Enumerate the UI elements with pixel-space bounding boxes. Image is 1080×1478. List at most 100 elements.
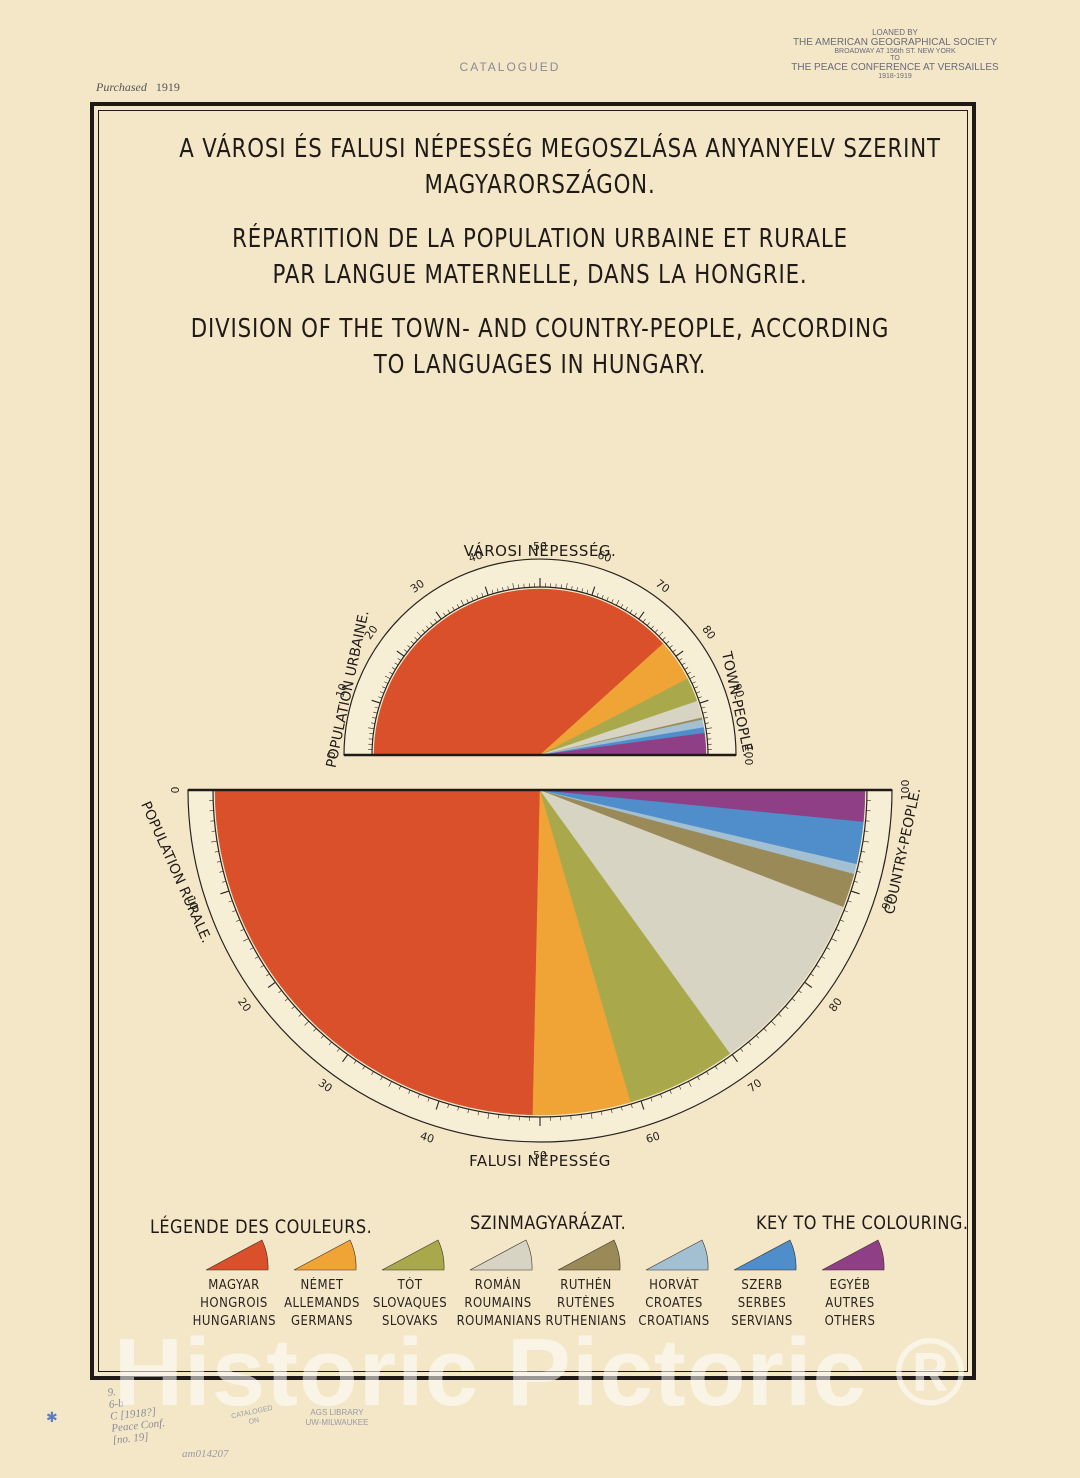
scale-tick [447, 1103, 450, 1108]
scale-tick [862, 840, 869, 843]
legend-swatch [381, 1239, 445, 1271]
scale-tick [861, 850, 866, 853]
scale-tick [650, 625, 654, 630]
scale-tick-label: 20 [235, 995, 254, 1014]
legend-label-hu: EGYÉB [829, 1278, 871, 1293]
scale-tick [696, 691, 701, 694]
scale-tick [416, 631, 422, 637]
scale-tick [704, 722, 710, 724]
title-french-line-1: RÉPARTITION DE LA POPULATION URBAINE ET … [232, 224, 848, 254]
scale-tick [498, 1114, 500, 1119]
scale-tick [590, 1112, 593, 1119]
scale-tick [371, 1071, 374, 1076]
outer-frame [90, 102, 976, 1380]
scale-tick-label: 90 [879, 894, 896, 911]
legend-label-hu: HORVÁT [649, 1278, 699, 1293]
catalogued-stamp: CATALOGUED [459, 60, 561, 74]
scale-tick [368, 727, 375, 730]
scale-tick [785, 1006, 789, 1010]
scale-tick [378, 696, 383, 699]
scale-tick [650, 1097, 653, 1102]
legend-label-fr: AUTRES [825, 1296, 875, 1311]
scale-tick [278, 990, 282, 994]
loaned-line: BROADWAY AT 156th ST. NEW YORK [834, 48, 956, 55]
legend-label-fr: ROUMAINS [464, 1296, 532, 1311]
scale-tick [697, 696, 702, 699]
scale-tick [646, 622, 650, 626]
legend-entry: RUTHÉN RUTÈNES RUTHENIANS [540, 1277, 632, 1331]
scale-tick [417, 1093, 420, 1098]
scale-tick [853, 880, 858, 883]
scale-tick [665, 641, 670, 645]
scale-tick-label: 40 [467, 548, 484, 565]
legend-label-en: RUTHENIANS [545, 1314, 627, 1329]
scale-tick [220, 890, 230, 895]
scale-tick [426, 625, 430, 630]
scale-tick [798, 990, 802, 994]
legend-swatch [469, 1239, 533, 1271]
scale-tick [380, 1076, 383, 1081]
legend-swatch-shape [381, 1239, 445, 1271]
legend-label-fr: RUTÈNES [557, 1296, 615, 1311]
scale-tick [291, 1006, 295, 1010]
scale-tick [370, 722, 376, 724]
scale-tick [714, 1065, 718, 1070]
scale-tick [243, 938, 249, 942]
scale-tick [586, 589, 589, 594]
loaned-line: LOANED BY [872, 28, 918, 37]
scale-tick [576, 587, 578, 592]
scale-tick [403, 649, 408, 653]
legend-swatch [733, 1239, 797, 1271]
title-hungarian-line-2: MAGYARORSZÁGON. [424, 170, 656, 200]
legend-label-hu: MAGYAR [208, 1278, 260, 1293]
scale-tick [675, 650, 684, 657]
legend-swatch [557, 1239, 621, 1271]
legend-entry: HORVÁT CROATES CROATIANS [628, 1277, 720, 1331]
legend-label-fr: ALLEMANDS [284, 1296, 360, 1311]
scale-tick [384, 675, 391, 679]
rural-chart-title: FALUSI NÉPESSÉG [469, 1151, 611, 1170]
rural-slice-magyar [214, 789, 541, 1116]
legend-label-fr: SLOVAQUES [372, 1296, 448, 1311]
scale-tick [410, 641, 415, 645]
title-english-line-2: TO LANGUAGES IN HUNGARY. [373, 350, 707, 380]
scale-tick [397, 658, 402, 661]
scale-tick-label: 50 [533, 1149, 547, 1162]
scale-tick [669, 1089, 672, 1094]
scale-tick [864, 830, 869, 832]
scale-tick [372, 717, 377, 719]
scale-tick [484, 586, 489, 596]
scale-tick [481, 593, 484, 598]
scale-tick [298, 1013, 302, 1017]
scale-tick-label: 80 [699, 623, 718, 642]
legend-swatch [645, 1239, 709, 1271]
legend-swatch [205, 1239, 269, 1271]
scale-tick-label: 40 [418, 1129, 435, 1146]
scale-tick [565, 583, 568, 590]
scale-tick [856, 871, 861, 873]
scale-tick [701, 706, 706, 709]
scale-tick [850, 890, 860, 895]
loaned-line: THE PEACE CONFERENCE AT VERSAILLES [791, 62, 999, 73]
legend-label-en: ROUMANIANS [456, 1314, 542, 1329]
scale-tick [476, 594, 479, 599]
scale-tick [362, 1065, 366, 1070]
scale-tick-label: 60 [644, 1129, 661, 1146]
legend-swatch-shape [469, 1239, 533, 1271]
legend-label-hu: RUTHÉN [560, 1278, 612, 1293]
scale-tick [629, 609, 633, 614]
scale-tick [839, 919, 844, 922]
scale-tick [616, 599, 620, 606]
rural-population-chart: 0 10 20 30 40 50 60 70 80 90 100 [168, 780, 912, 1163]
urban-slice-magyar [373, 588, 664, 756]
scale-tick [222, 880, 227, 883]
legend-label-fr: SERBES [737, 1296, 787, 1311]
legend-entry: MAGYAR HONGROIS HUNGARIANS [188, 1277, 280, 1331]
scale-tick [756, 1035, 760, 1039]
scale-tick [642, 618, 646, 623]
title-hungarian-line-1: A VÁROSI ÉS FALUSI NÉPESSÉG MEGOSZLÁSA A… [179, 134, 941, 164]
scale-tick-label: 70 [745, 1076, 764, 1095]
scale-tick [211, 830, 216, 832]
